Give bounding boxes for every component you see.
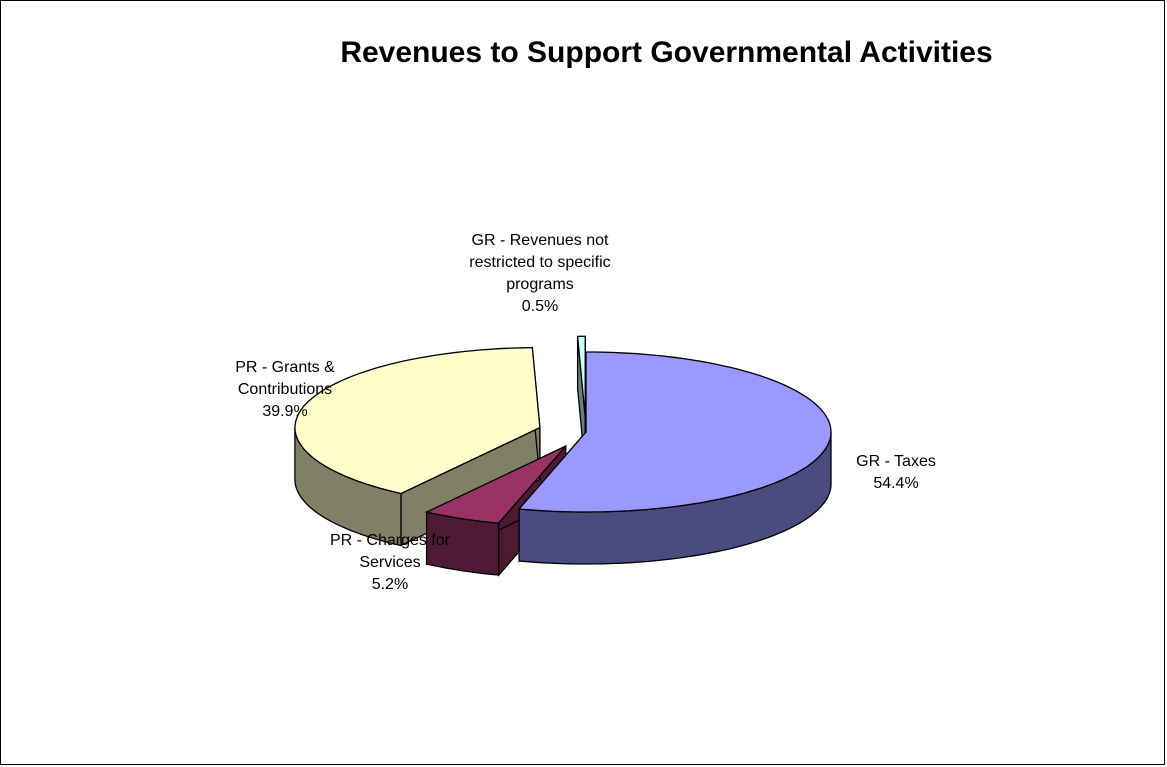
slice-label-line: restricted to specific: [469, 254, 611, 271]
slice-label-line: Services: [359, 554, 421, 571]
chart-title: Revenues to Support Governmental Activit…: [340, 36, 993, 69]
slice-label-value: 54.4%: [873, 475, 919, 492]
slice-label-value: 5.2%: [371, 576, 409, 593]
slice-label-pr-charges: PR - Charges for Services 5.2%: [290, 530, 490, 596]
slice-label-line: PR - Charges for: [329, 532, 451, 549]
slice-top-pr-grants-contributions: [294, 346, 541, 495]
slice-top-gr-taxes: [517, 351, 832, 513]
slice-label-pr-grants: PR - Grants & Contributions 39.9%: [200, 357, 370, 423]
slice-label-value: 0.5%: [521, 298, 559, 315]
slice-label-line: GR - Revenues not: [471, 232, 609, 249]
slice-label-line: Contributions: [237, 381, 333, 398]
slice-top-pr-charges-for-services: [424, 445, 567, 524]
slice-top-gr-revenues-not-restricted-to-specific-programs: [576, 335, 586, 417]
slice-label-line: GR - Taxes: [856, 453, 936, 470]
slice-label-gr-revenues-not-restricted: GR - Revenues not restricted to specific…: [415, 230, 665, 318]
slice-label-line: programs: [506, 276, 574, 293]
slice-label-line: PR - Grants &: [235, 359, 335, 376]
slice-label-gr-taxes: GR - Taxes 54.4%: [836, 451, 956, 495]
slice-label-value: 39.9%: [262, 403, 308, 420]
